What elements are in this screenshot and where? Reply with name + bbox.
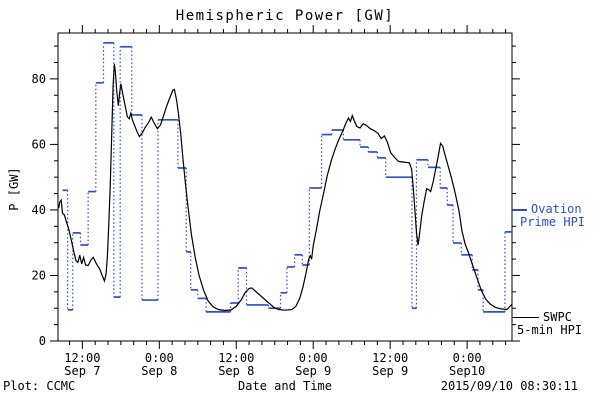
legend-ovation-line1: Ovation — [531, 202, 582, 216]
swpc-series-line — [58, 64, 512, 312]
ovation-series — [62, 41, 512, 313]
chart-title: Hemispheric Power [GW] — [175, 8, 395, 24]
x-tick-label-time: 0:00 — [453, 351, 482, 365]
y-tick-label: 20 — [32, 268, 46, 282]
y-tick-label: 60 — [32, 137, 46, 151]
legend-swpc: SWPC 5-min HPI — [512, 311, 582, 337]
plot-frame — [57, 32, 513, 342]
x-tick-label-time: 12:00 — [64, 351, 100, 365]
legend-swpc-line1: SWPC — [543, 310, 572, 324]
footer-timestamp: 2015/09/10 08:30:11 — [440, 379, 578, 393]
x-tick-label-date: Sep 8 — [218, 364, 254, 378]
x-tick-label-time: 0:00 — [299, 351, 328, 365]
x-tick-label-time: 12:00 — [218, 351, 254, 365]
y-tick-label: 80 — [32, 72, 46, 86]
x-axis-title: Date and Time — [238, 379, 332, 393]
legend-ovation: Ovation Prime HPI — [513, 203, 585, 229]
x-tick-label-date: Sep 9 — [295, 364, 331, 378]
y-tick-label: 0 — [39, 334, 46, 348]
x-tick-label-date: Sep 8 — [141, 364, 177, 378]
x-tick-label-time: 12:00 — [372, 351, 408, 365]
legend-ovation-line2: Prime HPI — [520, 215, 586, 229]
ovation-line-sample-icon — [513, 208, 527, 211]
y-tick-label: 40 — [32, 203, 46, 217]
legend-swpc-line2: 5-min HPI — [517, 323, 583, 337]
footer-plot-source: Plot: CCMC — [3, 379, 76, 393]
x-tick-label-time: 0:00 — [145, 351, 174, 365]
y-axis-title: P [GW] — [7, 167, 21, 211]
swpc-line-sample-icon — [512, 317, 539, 318]
x-tick-label-date: Sep 7 — [64, 364, 100, 378]
x-tick-label-date: Sep 9 — [372, 364, 408, 378]
x-tick-label-date: Sep10 — [449, 364, 485, 378]
axis-ticks — [50, 25, 520, 349]
